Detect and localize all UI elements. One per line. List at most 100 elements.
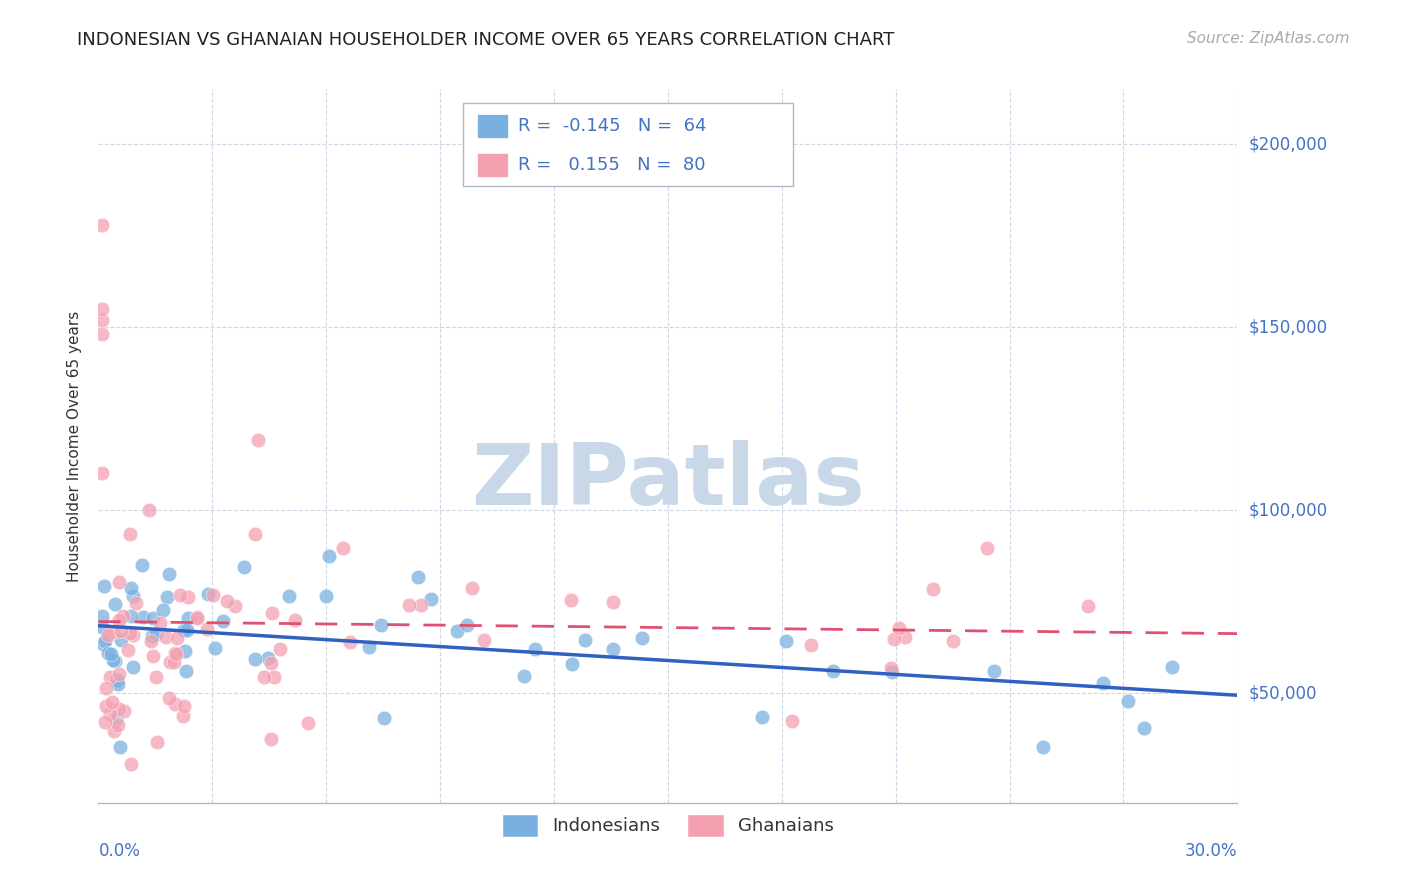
Point (889, 621, 911, 635)
Point (176, 623, 198, 637)
Point (112, 704, 135, 718)
Point (121, 589, 143, 603)
Text: $100,000: $100,000 (1249, 501, 1327, 519)
Point (93, 579, 115, 593)
Text: INDONESIAN VS GHANAIAN HOUSEHOLDER INCOME OVER 65 YEARS CORRELATION CHART: INDONESIAN VS GHANAIAN HOUSEHOLDER INCOM… (77, 31, 894, 49)
Point (108, 702, 131, 716)
Point (398, 598, 420, 612)
Point (173, 623, 195, 637)
Point (318, 549, 340, 563)
Point (560, 592, 582, 607)
Point (145, 627, 167, 641)
Point (217, 594, 239, 608)
Point (166, 631, 188, 645)
Point (91, 301, 114, 316)
Text: Source: ZipAtlas.com: Source: ZipAtlas.com (1187, 31, 1350, 46)
Point (145, 735, 167, 749)
Point (103, 723, 125, 738)
Point (883, 632, 905, 646)
Point (246, 433, 269, 447)
Point (120, 581, 142, 595)
Point (100, 648, 122, 662)
Point (262, 606, 284, 620)
Point (513, 669, 536, 683)
Point (821, 664, 844, 678)
Point (751, 710, 773, 724)
Point (800, 638, 823, 652)
Text: R =   0.155   N =  80: R = 0.155 N = 80 (517, 156, 704, 174)
Point (942, 634, 965, 648)
Point (1032, 739, 1054, 754)
Point (357, 640, 380, 654)
Point (97, 646, 120, 660)
Point (108, 667, 131, 681)
Point (474, 633, 496, 648)
Point (339, 635, 361, 649)
Point (186, 611, 208, 625)
Text: $200,000: $200,000 (1249, 135, 1327, 153)
Point (602, 595, 624, 609)
Point (108, 614, 131, 628)
Point (110, 632, 132, 647)
Point (94, 633, 117, 648)
Point (163, 655, 186, 669)
Point (204, 641, 226, 656)
Point (108, 739, 131, 754)
Text: $150,000: $150,000 (1249, 318, 1327, 336)
Point (91, 327, 114, 342)
Point (224, 599, 246, 614)
Point (1116, 694, 1139, 708)
Point (574, 632, 596, 647)
Point (131, 558, 153, 572)
Point (880, 661, 903, 675)
Point (141, 634, 163, 648)
Point (107, 718, 129, 732)
Point (107, 677, 129, 691)
Point (91, 637, 114, 651)
Point (142, 611, 165, 625)
Point (149, 616, 172, 631)
Point (103, 598, 125, 612)
Point (97, 628, 120, 642)
Text: $50,000: $50,000 (1249, 684, 1317, 702)
Point (894, 630, 917, 644)
Point (157, 691, 180, 706)
Point (315, 589, 337, 603)
Point (94, 698, 117, 713)
Point (165, 647, 187, 661)
Point (409, 598, 432, 612)
Point (112, 609, 135, 624)
Point (122, 628, 145, 642)
Point (172, 709, 194, 723)
Point (260, 731, 283, 746)
Text: 30.0%: 30.0% (1185, 842, 1237, 860)
Point (142, 649, 165, 664)
Point (278, 590, 301, 604)
Point (120, 609, 142, 624)
Point (1160, 660, 1182, 674)
Point (1077, 599, 1099, 613)
Point (120, 756, 142, 771)
FancyBboxPatch shape (477, 114, 509, 137)
Point (107, 673, 129, 687)
Point (176, 591, 198, 605)
Point (91, 312, 114, 326)
Point (197, 587, 219, 601)
Point (169, 588, 191, 602)
Point (122, 660, 145, 674)
Point (408, 570, 430, 584)
Point (91, 467, 114, 481)
Point (976, 541, 998, 555)
Point (195, 622, 218, 636)
Point (177, 611, 200, 625)
Point (1092, 676, 1115, 690)
Point (419, 592, 441, 607)
Point (174, 664, 197, 678)
Point (245, 652, 267, 666)
FancyBboxPatch shape (463, 103, 793, 186)
Point (94, 715, 117, 730)
Point (103, 654, 125, 668)
Point (370, 617, 392, 632)
Point (118, 527, 141, 541)
Point (775, 634, 797, 648)
